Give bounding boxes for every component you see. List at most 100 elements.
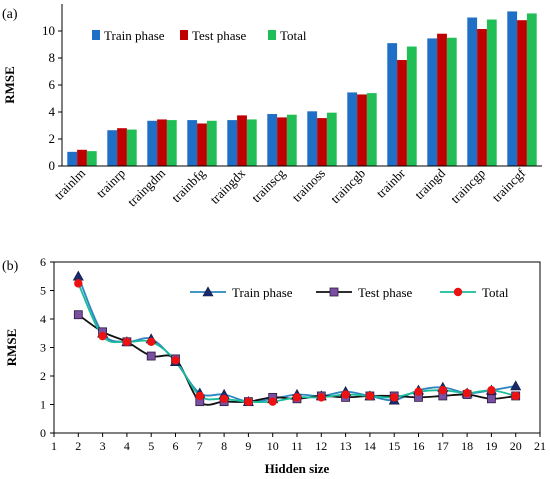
bar <box>107 130 118 166</box>
y-tick-label: 2 <box>49 131 56 146</box>
x-tick-label: trainbfg <box>168 165 208 205</box>
x-tick-label: traincgb <box>327 166 368 207</box>
bar <box>197 123 207 166</box>
marker-square <box>486 394 496 404</box>
bar <box>307 111 318 166</box>
marker-square <box>73 310 83 320</box>
bar <box>477 28 487 166</box>
legend-label: Train phase <box>232 285 293 300</box>
x-tick-label: 7 <box>197 439 203 453</box>
bar <box>526 13 537 167</box>
bar <box>67 151 78 166</box>
x-tick-label: trainbr <box>373 165 409 201</box>
x-tick-label: 13 <box>340 439 352 453</box>
bar <box>427 38 438 166</box>
marker-square <box>146 351 156 361</box>
legend-label: Test phase <box>192 28 247 43</box>
bar <box>286 114 297 166</box>
panel-b-label: (b) <box>2 259 19 274</box>
series-line <box>77 275 516 403</box>
bar <box>446 37 457 166</box>
x-tick-label: 9 <box>245 439 251 453</box>
bar <box>206 120 217 166</box>
y-tick-label: 6 <box>40 255 46 269</box>
marker-circle <box>74 279 83 288</box>
x-tick-label: traincgp <box>447 166 488 207</box>
marker-triangle <box>72 270 84 281</box>
y-tick-label: 0 <box>40 426 46 440</box>
y-tick-label: 4 <box>40 312 46 326</box>
legend-label: Total <box>482 285 509 300</box>
x-tick-label: trainrp <box>93 166 128 201</box>
marker-circle <box>122 337 132 346</box>
bar <box>86 151 97 166</box>
bar <box>347 92 358 166</box>
marker-circle <box>453 287 463 297</box>
x-tick-label: traincgf <box>489 165 529 205</box>
panel-a-label: (a) <box>2 7 18 22</box>
bar <box>227 120 238 166</box>
marker-circle <box>487 386 496 395</box>
x-tick-label: 16 <box>413 439 425 453</box>
plot-frame <box>53 261 541 434</box>
marker-circle <box>219 394 229 403</box>
marker-circle <box>292 393 302 402</box>
y-tick-label: 10 <box>42 23 55 38</box>
x-tick-label: trainoss <box>289 166 328 205</box>
marker-circle <box>414 387 423 396</box>
panel-a-y-axis-label: RMSE <box>2 66 17 104</box>
marker-circle <box>511 391 520 401</box>
marker-circle <box>147 337 156 346</box>
bar <box>326 112 337 166</box>
bar <box>147 120 158 166</box>
bar <box>406 46 417 166</box>
bar <box>397 60 407 166</box>
x-tick-label: 18 <box>461 439 473 453</box>
x-tick-label: 6 <box>173 439 179 453</box>
bar <box>166 120 177 166</box>
y-tick-label: 2 <box>40 369 46 383</box>
x-tick-label: 21 <box>534 439 546 453</box>
x-tick-label: 2 <box>75 439 81 453</box>
marker-circle <box>438 386 447 395</box>
legend-swatch <box>268 30 276 40</box>
y-tick-label: 5 <box>40 284 46 298</box>
panel-b-lines <box>72 270 522 407</box>
x-tick-label: 10 <box>267 439 279 453</box>
bar <box>237 115 247 166</box>
panel-b-x-axis-label: Hidden size <box>265 461 330 476</box>
y-tick-label: 8 <box>49 50 56 65</box>
marker-triangle <box>510 380 522 391</box>
bar <box>486 19 497 167</box>
bar <box>126 129 137 166</box>
marker-circle <box>244 397 253 406</box>
panel-a-bars <box>67 11 537 167</box>
marker-circle <box>317 393 326 402</box>
legend-label: Train phase <box>104 28 165 43</box>
series-line <box>77 282 516 403</box>
x-tick-label: traingd <box>411 165 448 202</box>
marker-circle <box>195 391 204 401</box>
y-tick-label: 3 <box>40 341 46 355</box>
bar <box>507 11 518 166</box>
marker-circle <box>171 356 180 365</box>
x-tick-label: trainlm <box>51 166 88 203</box>
y-tick-label: 4 <box>49 104 56 119</box>
x-tick-label: 8 <box>221 439 227 453</box>
x-tick-label: 12 <box>315 439 327 453</box>
bar <box>267 114 278 166</box>
panel-b-legend: Train phase Test phase Total <box>190 285 509 300</box>
bar <box>187 120 198 166</box>
marker-circle <box>341 390 350 399</box>
bar <box>517 20 527 167</box>
x-tick-label: 1 <box>51 439 57 453</box>
bar <box>467 17 478 166</box>
bar <box>366 93 377 166</box>
legend-label: Test phase <box>358 285 413 300</box>
x-tick-label: 14 <box>364 439 376 453</box>
x-tick-label: 3 <box>100 439 106 453</box>
y-tick-label: 0 <box>49 158 56 173</box>
marker-triangle <box>202 286 214 297</box>
